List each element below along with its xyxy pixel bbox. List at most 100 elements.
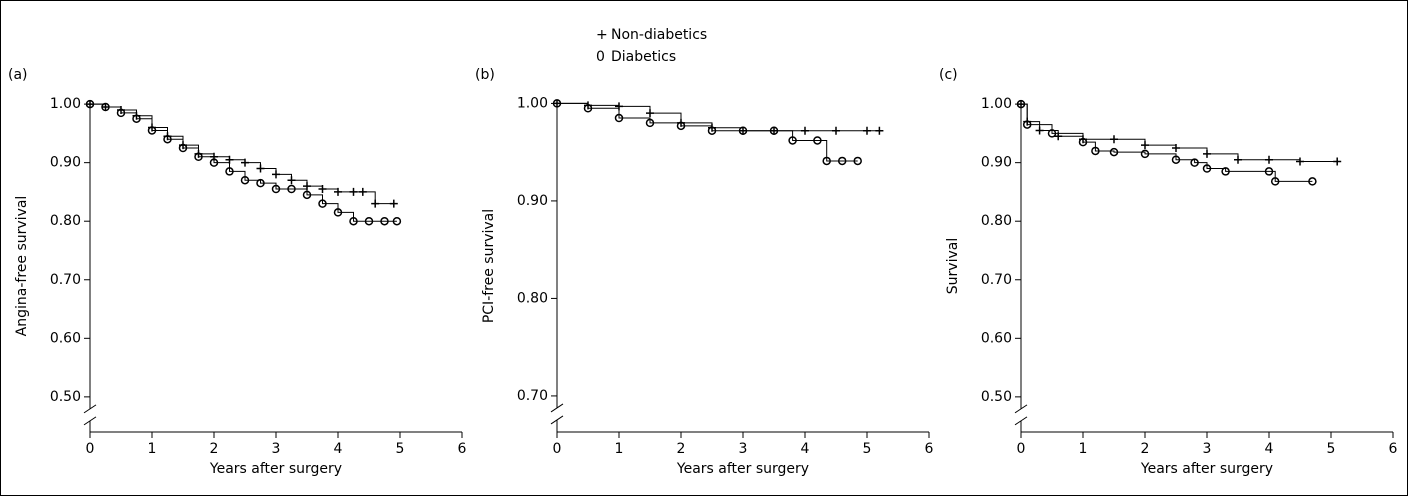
censor-mark [1109,147,1119,157]
censor-mark [822,156,831,166]
censor-mark [272,170,280,179]
censor-mark [194,152,203,162]
censor-mark [256,178,265,188]
x-tick-label: 6 [458,441,467,457]
axis-break [550,415,564,425]
x-tick-label: 5 [1327,441,1336,457]
axis-break [83,404,97,414]
censor-mark [318,199,327,208]
censor-mark [801,126,809,135]
censor-mark [707,126,717,135]
x-axis-label: Years after surgery [209,461,342,477]
y-tick-label: 1.00 [517,95,548,111]
y-tick-label: 0.80 [50,213,81,229]
censor-mark [380,216,389,226]
censor-mark [287,176,296,185]
y-tick-label: 0.80 [981,213,1012,229]
censor-mark [349,216,358,226]
censor-mark [163,134,172,144]
censor-mark [1234,155,1242,164]
x-axis-label: Years after surgery [1140,461,1273,477]
survival-curve [557,102,858,162]
legend-symbol: + [596,27,608,43]
panel-label: (a) [8,67,28,83]
legend-label: Diabetics [611,49,676,65]
x-tick-label: 5 [396,441,405,457]
censor-mark [614,113,624,123]
y-tick-label: 0.50 [981,389,1012,405]
x-axis-label: Years after surgery [676,461,809,477]
censor-mark [147,126,157,135]
censor-mark [364,216,374,226]
y-axis-label: Survival [945,238,961,294]
censor-mark [1140,149,1150,159]
x-tick-label: 1 [148,441,157,457]
y-tick-label: 0.90 [50,155,81,171]
censor-mark [392,216,402,226]
censor-mark [334,187,342,196]
censor-mark [875,126,884,135]
axis-break [1014,416,1028,426]
x-tick-label: 4 [801,441,810,457]
censor-mark [1308,177,1317,186]
legend-symbol: 0 [596,49,605,65]
censor-mark [645,118,655,128]
censor-mark [349,187,358,196]
y-tick-label: 0.50 [50,389,81,405]
censor-mark [1078,137,1088,147]
censor-mark [1333,157,1342,166]
censor-mark [132,114,141,123]
y-tick-label: 0.70 [50,272,81,288]
censor-mark [1270,177,1280,186]
censor-mark [1016,99,1026,109]
censor-mark [1296,157,1304,166]
censor-mark [1221,167,1230,176]
y-tick-label: 1.00 [50,96,81,112]
x-tick-label: 3 [272,441,281,457]
x-tick-label: 4 [1265,441,1274,457]
censor-mark [358,187,367,196]
censor-mark [1172,144,1180,153]
survival-curve [1021,103,1313,182]
y-tick-label: 0.90 [981,155,1012,171]
x-tick-label: 0 [553,441,562,457]
censor-mark [788,136,797,145]
censor-mark [302,190,312,200]
y-tick-label: 0.70 [981,272,1012,288]
censor-mark [1264,167,1274,176]
x-tick-label: 2 [210,441,219,457]
censor-mark [552,99,562,108]
x-tick-label: 2 [677,441,686,457]
censor-mark [240,175,250,185]
x-tick-label: 3 [739,441,748,457]
censor-mark [178,143,188,153]
x-tick-label: 2 [1141,441,1150,457]
y-tick-label: 0.80 [517,290,548,306]
censor-mark [646,109,654,118]
y-tick-label: 0.90 [517,193,548,209]
x-tick-label: 5 [863,441,872,457]
censor-mark [1035,126,1044,135]
x-tick-label: 6 [925,441,934,457]
survival-curve [557,102,880,132]
survival-curve [90,103,397,222]
axis-break [83,416,97,426]
censor-mark [371,199,380,208]
censor-mark [287,184,296,194]
censor-mark [738,126,748,135]
censor-mark [769,126,779,135]
censor-mark [676,121,686,131]
censor-mark [1022,120,1032,129]
censor-mark [863,126,871,135]
panel-label: (c) [939,67,958,83]
censor-mark [583,104,593,113]
censor-mark [1110,135,1118,144]
x-tick-label: 0 [86,441,95,457]
censor-mark [333,208,343,217]
censor-mark [225,167,234,176]
x-tick-label: 1 [1079,441,1088,457]
censor-mark [1265,155,1273,164]
censor-mark [832,126,840,135]
